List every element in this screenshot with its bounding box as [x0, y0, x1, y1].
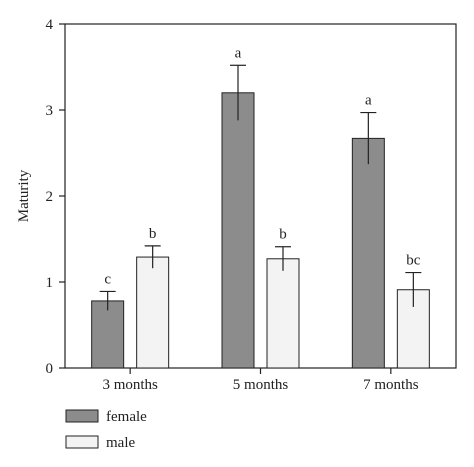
bars: c b a b a bc	[91, 45, 430, 369]
legend-label-female: female	[106, 409, 147, 425]
y-tick-label: 2	[46, 189, 54, 205]
y-tick-label: 4	[46, 17, 54, 33]
legend-label-male: male	[106, 435, 135, 451]
x-axis-ticks: 3 months 5 months 7 months	[102, 368, 419, 393]
y-tick-label: 1	[46, 275, 54, 291]
significance-letter: a	[235, 45, 242, 61]
legend: female male	[65, 409, 147, 451]
significance-letter: b	[279, 227, 287, 243]
significance-letter: c	[104, 271, 111, 287]
bar-male-1	[266, 258, 300, 369]
y-tick-label: 0	[46, 361, 54, 377]
y-tick-label: 3	[46, 103, 54, 119]
x-tick-label: 3 months	[102, 377, 158, 393]
legend-swatch-female	[65, 409, 99, 423]
x-tick-label: 7 months	[363, 377, 419, 393]
x-tick-label: 5 months	[233, 377, 289, 393]
significance-letter: bc	[406, 253, 421, 269]
y-axis-label: Maturity	[16, 169, 32, 222]
bar-female-0	[91, 300, 125, 369]
bar-male-0	[136, 256, 170, 369]
bar-female-1	[221, 92, 255, 369]
significance-letter: b	[149, 226, 157, 242]
y-axis-ticks: 0 1 2 3 4	[46, 17, 65, 377]
bar-female-2	[351, 137, 385, 369]
legend-swatch-male	[65, 435, 99, 449]
significance-letter: a	[365, 93, 372, 109]
